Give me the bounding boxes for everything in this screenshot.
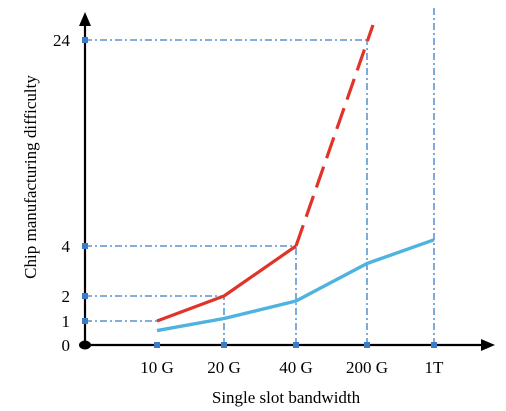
x-tick-label: 10 G (140, 358, 174, 377)
x-tick-marker-40 G (293, 342, 299, 348)
y-tick-marker-1 (82, 318, 88, 324)
series-lines (156, 24, 435, 333)
y-tick-label: 24 (53, 31, 71, 50)
red-series-line (156, 244, 297, 323)
x-tick-marker-1T (431, 342, 437, 348)
y-tick-marker-24 (82, 37, 88, 43)
y-axis-label: Chip manufacturing difficulty (21, 75, 40, 279)
x-tick-marker-20 G (221, 342, 227, 348)
y-tick-marker-2 (82, 293, 88, 299)
y-tick-label: 1 (62, 312, 71, 331)
axis-points (82, 37, 437, 348)
y-axis-arrow (79, 12, 91, 26)
x-tick-label: 40 G (279, 358, 313, 377)
y-tick-label: 2 (62, 287, 71, 306)
x-tick-label: 20 G (207, 358, 241, 377)
x-tick-marker-10 G (154, 342, 160, 348)
x-tick-label: 1T (425, 358, 445, 377)
x-tick-label: 200 G (346, 358, 388, 377)
x-tick-marker-200 G (364, 342, 370, 348)
origin-marker (79, 340, 91, 350)
x-axis-arrow (481, 339, 495, 351)
y-tick-marker-4 (82, 243, 88, 249)
y-tick-label: 0 (62, 336, 71, 355)
x-axis-label: Single slot bandwidth (212, 388, 361, 407)
red-series-dashed-segment (294, 24, 375, 247)
guide-lines (85, 8, 435, 345)
y-tick-label: 4 (62, 237, 71, 256)
blue-series-line (156, 238, 435, 333)
axes (79, 12, 495, 351)
